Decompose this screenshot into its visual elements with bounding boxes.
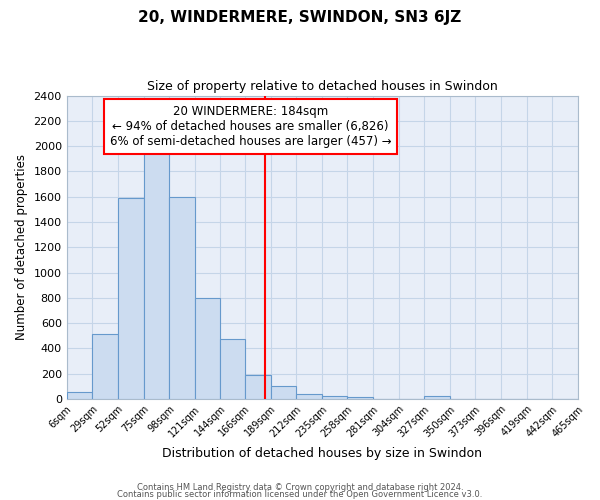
Bar	[271, 386, 296, 399]
Bar	[118, 198, 143, 399]
Text: Contains public sector information licensed under the Open Government Licence v3: Contains public sector information licen…	[118, 490, 482, 499]
Bar	[220, 339, 245, 399]
Bar	[92, 334, 118, 399]
Bar	[424, 396, 450, 399]
Bar	[347, 397, 373, 399]
Bar	[143, 151, 169, 399]
Y-axis label: Number of detached properties: Number of detached properties	[15, 154, 28, 340]
Bar	[245, 375, 271, 399]
X-axis label: Distribution of detached houses by size in Swindon: Distribution of detached houses by size …	[162, 447, 482, 460]
Bar	[169, 196, 195, 399]
Text: 20 WINDERMERE: 184sqm
← 94% of detached houses are smaller (6,826)
6% of semi-de: 20 WINDERMERE: 184sqm ← 94% of detached …	[110, 104, 392, 148]
Bar	[195, 298, 220, 399]
Bar	[296, 394, 322, 399]
Bar	[67, 392, 92, 399]
Text: Contains HM Land Registry data © Crown copyright and database right 2024.: Contains HM Land Registry data © Crown c…	[137, 484, 463, 492]
Text: 20, WINDERMERE, SWINDON, SN3 6JZ: 20, WINDERMERE, SWINDON, SN3 6JZ	[139, 10, 461, 25]
Title: Size of property relative to detached houses in Swindon: Size of property relative to detached ho…	[147, 80, 497, 93]
Bar	[322, 396, 347, 399]
